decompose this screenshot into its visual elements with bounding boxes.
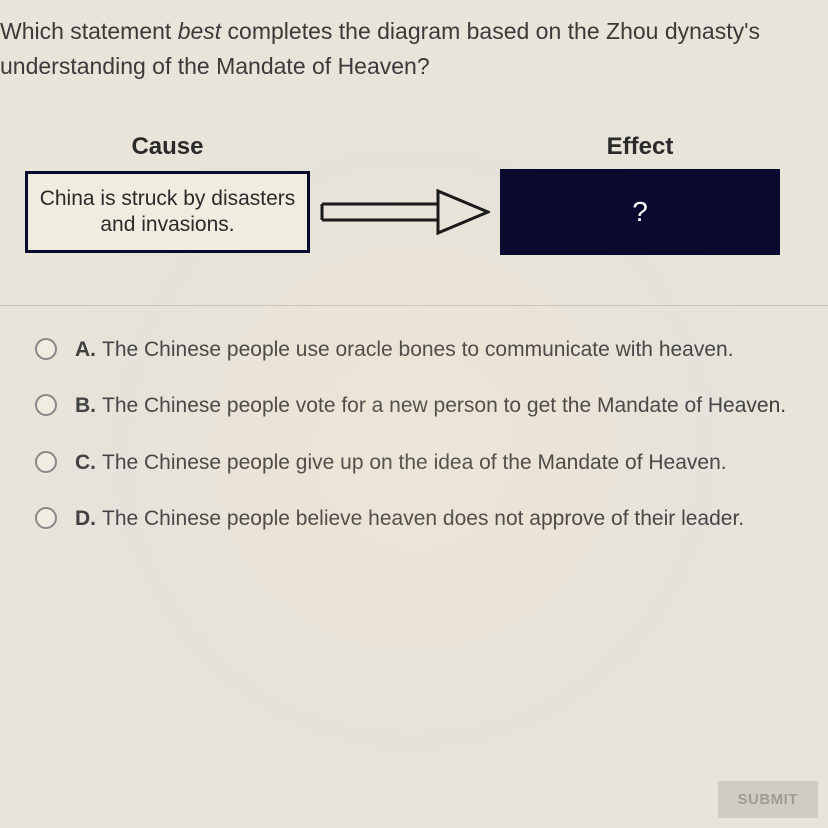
option-b-body: The Chinese people vote for a new person… <box>102 394 786 417</box>
diagram-boxes: China is struck by disasters and invasio… <box>25 169 803 255</box>
submit-button[interactable]: SUBMIT <box>718 781 819 818</box>
option-c-letter: C. <box>75 451 96 474</box>
cause-label: Cause <box>25 133 310 161</box>
option-a-text: A. The Chinese people use oracle bones to… <box>75 336 734 364</box>
option-d[interactable]: D. The Chinese people believe heaven does… <box>35 505 818 533</box>
question-part1: Which statement <box>0 18 178 44</box>
answer-options: A. The Chinese people use oracle bones to… <box>0 336 828 533</box>
radio-d[interactable] <box>35 507 57 529</box>
effect-label: Effect <box>500 133 780 161</box>
label-spacer <box>310 133 500 161</box>
arrow <box>310 187 500 237</box>
option-c-text: C. The Chinese people give up on the idea… <box>75 449 727 477</box>
option-a-body: The Chinese people use oracle bones to c… <box>102 338 734 361</box>
option-d-letter: D. <box>75 507 96 530</box>
option-c-body: The Chinese people give up on the idea o… <box>102 451 727 474</box>
option-b-text: B. The Chinese people vote for a new pers… <box>75 392 786 420</box>
question-text: Which statement best completes the diagr… <box>0 0 828 103</box>
effect-box: ? <box>500 169 780 255</box>
arrow-icon <box>320 187 490 237</box>
radio-b[interactable] <box>35 394 57 416</box>
question-italic: best <box>178 18 221 44</box>
option-b[interactable]: B. The Chinese people vote for a new pers… <box>35 392 818 420</box>
divider <box>0 305 828 306</box>
cause-effect-diagram: Cause Effect China is struck by disaster… <box>0 103 828 305</box>
radio-a[interactable] <box>35 338 57 360</box>
diagram-labels: Cause Effect <box>25 133 803 161</box>
option-d-text: D. The Chinese people believe heaven does… <box>75 505 744 533</box>
cause-box: China is struck by disasters and invasio… <box>25 171 310 253</box>
option-a-letter: A. <box>75 338 96 361</box>
option-d-body: The Chinese people believe heaven does n… <box>102 507 744 530</box>
option-c[interactable]: C. The Chinese people give up on the idea… <box>35 449 818 477</box>
radio-c[interactable] <box>35 451 57 473</box>
option-b-letter: B. <box>75 394 96 417</box>
option-a[interactable]: A. The Chinese people use oracle bones to… <box>35 336 818 364</box>
